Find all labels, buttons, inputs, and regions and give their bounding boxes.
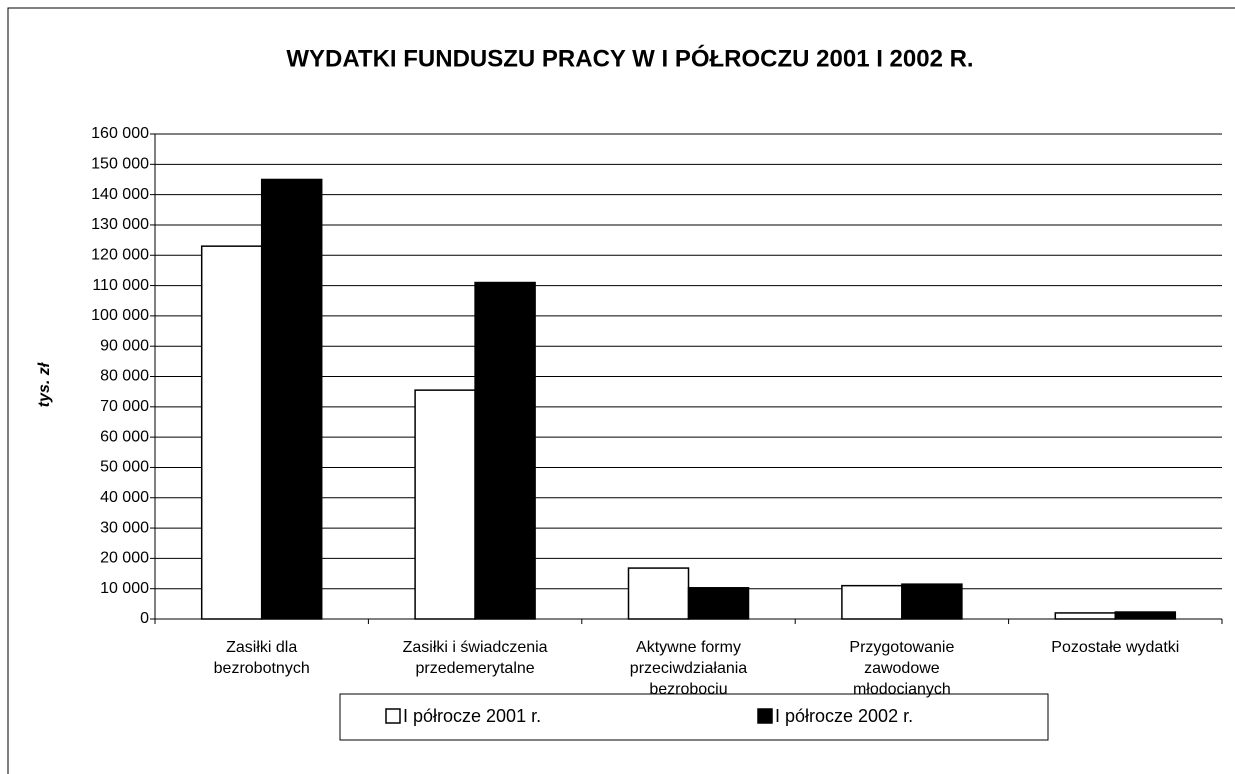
y-axis-label: tys. zł <box>36 362 53 407</box>
y-tick-label: 160 000 <box>91 125 149 142</box>
x-tick-label: Zasiłki i świadczenia przedemerytalne <box>402 639 548 677</box>
x-tick-label: Przygotowanie zawodowe młodocianych <box>849 639 955 698</box>
frame <box>7 7 1235 774</box>
legend-label: I półrocze 2001 r. <box>403 706 541 726</box>
x-tick-label: Aktywne formy przeciwdziałania bezroboci… <box>629 639 748 698</box>
x-tick-label: Zasiłki dla bezrobotnych <box>213 639 310 677</box>
y-tick-label: 30 000 <box>100 519 149 536</box>
legend <box>339 693 1049 741</box>
legend-label: I półrocze 2002 r. <box>775 706 913 726</box>
y-tick-label: 150 000 <box>91 156 149 173</box>
y-tick-label: 0 <box>140 610 149 627</box>
y-tick-label: 100 000 <box>91 307 149 324</box>
bar <box>901 583 963 620</box>
y-tick-label: 50 000 <box>100 459 149 476</box>
y-tick-label: 60 000 <box>100 428 149 445</box>
bar <box>260 178 323 620</box>
bar <box>414 389 476 620</box>
bar <box>627 567 690 620</box>
y-tick-label: 110 000 <box>92 277 149 294</box>
y-tick-label: 10 000 <box>100 580 149 597</box>
y-tick-label: 90 000 <box>100 337 149 354</box>
bar <box>1054 612 1117 620</box>
y-tick-label: 20 000 <box>100 550 149 567</box>
y-tick-label: 80 000 <box>100 368 149 385</box>
y-tick-label: 120 000 <box>91 246 149 263</box>
bar <box>841 584 903 620</box>
x-tick-label: Pozostałe wydatki <box>1051 639 1180 656</box>
bar <box>1114 611 1177 620</box>
legend-swatch <box>385 708 401 724</box>
bar <box>687 587 750 620</box>
y-tick-label: 130 000 <box>91 216 149 233</box>
y-tick-label: 40 000 <box>100 489 149 506</box>
y-tick-label: 70 000 <box>100 398 149 415</box>
chart-title: WYDATKI FUNDUSZU PRACY W I PÓŁROCZU 2001… <box>286 44 973 72</box>
legend-swatch <box>757 708 773 724</box>
y-tick-label: 140 000 <box>91 186 149 203</box>
bar <box>200 245 263 620</box>
bar <box>474 281 536 620</box>
